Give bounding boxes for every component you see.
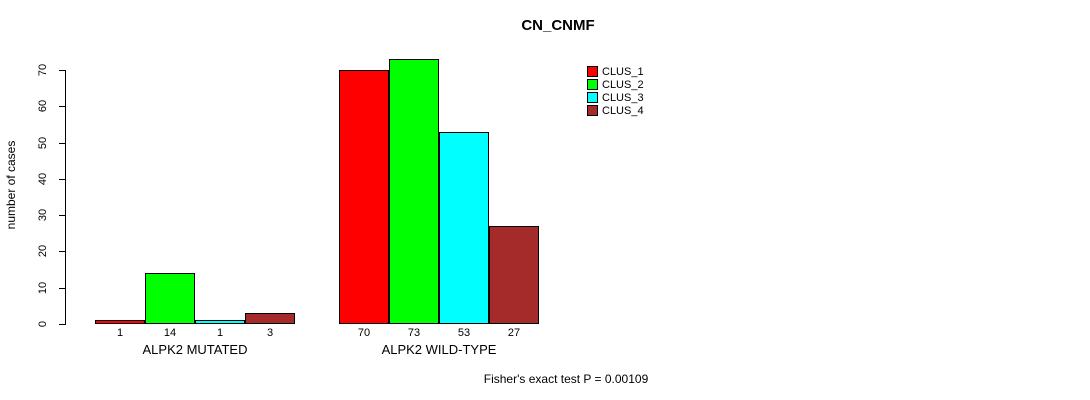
y-axis-tick <box>59 142 66 144</box>
bar-clus_3 <box>439 132 489 324</box>
bar-clus_1 <box>95 320 145 324</box>
bar-clus_4 <box>489 226 539 324</box>
legend-item-label: CLUS_2 <box>602 78 644 91</box>
chart-title: CN_CNMF <box>521 17 595 34</box>
y-axis-tick-label: 60 <box>37 100 49 113</box>
y-axis-tick <box>59 287 66 289</box>
legend: CLUS_1 CLUS_2 CLUS_3 CLUS_4 <box>587 65 644 117</box>
category-label: ALPK2 WILD-TYPE <box>381 342 497 357</box>
bar-value-label: 3 <box>266 327 274 339</box>
y-axis-tick-label: 20 <box>37 245 49 258</box>
bar-clus_4 <box>245 313 295 324</box>
legend-item: CLUS_4 <box>587 104 644 117</box>
legend-item-label: CLUS_3 <box>602 91 644 104</box>
y-axis-tick <box>59 106 66 108</box>
y-axis-tick-label: 40 <box>37 172 49 185</box>
y-axis-label: number of cases <box>4 140 18 230</box>
legend-swatch-icon <box>587 92 598 103</box>
bar-value-label: 1 <box>216 327 224 339</box>
legend-item: CLUS_3 <box>587 91 644 104</box>
legend-item-label: CLUS_4 <box>602 104 644 117</box>
legend-item: CLUS_2 <box>587 78 644 91</box>
legend-swatch-icon <box>587 105 598 116</box>
y-axis-tick-label: 0 <box>37 320 49 328</box>
y-axis-line <box>65 70 66 325</box>
legend-item-label: CLUS_1 <box>602 65 644 78</box>
bar-value-label: 53 <box>457 327 471 339</box>
bar-value-label: 27 <box>507 327 521 339</box>
legend-item: CLUS_1 <box>587 65 644 78</box>
bar-value-label: 14 <box>163 327 177 339</box>
legend-swatch-icon <box>587 79 598 90</box>
y-axis-tick-label: 30 <box>37 209 49 222</box>
y-axis-tick-label: 10 <box>37 281 49 294</box>
bar-value-label: 1 <box>116 327 124 339</box>
bar-clus_2 <box>145 273 195 324</box>
annotation-text: Fisher's exact test P = 0.00109 <box>483 372 649 386</box>
y-axis-tick <box>59 178 66 180</box>
y-axis-tick-label: 70 <box>37 63 49 77</box>
y-axis-tick <box>59 251 66 253</box>
category-label: ALPK2 MUTATED <box>142 342 248 357</box>
y-axis-tick-label: 50 <box>37 136 49 149</box>
bar-clus_1 <box>339 70 389 324</box>
y-axis-tick <box>59 215 66 217</box>
bar-value-label: 73 <box>407 327 421 339</box>
bar-clus_3 <box>195 320 245 324</box>
bar-clus_2 <box>389 59 439 324</box>
legend-swatch-icon <box>587 66 598 77</box>
bar-value-label: 70 <box>357 327 371 339</box>
y-axis-tick <box>59 324 66 325</box>
y-axis-tick <box>59 70 66 71</box>
